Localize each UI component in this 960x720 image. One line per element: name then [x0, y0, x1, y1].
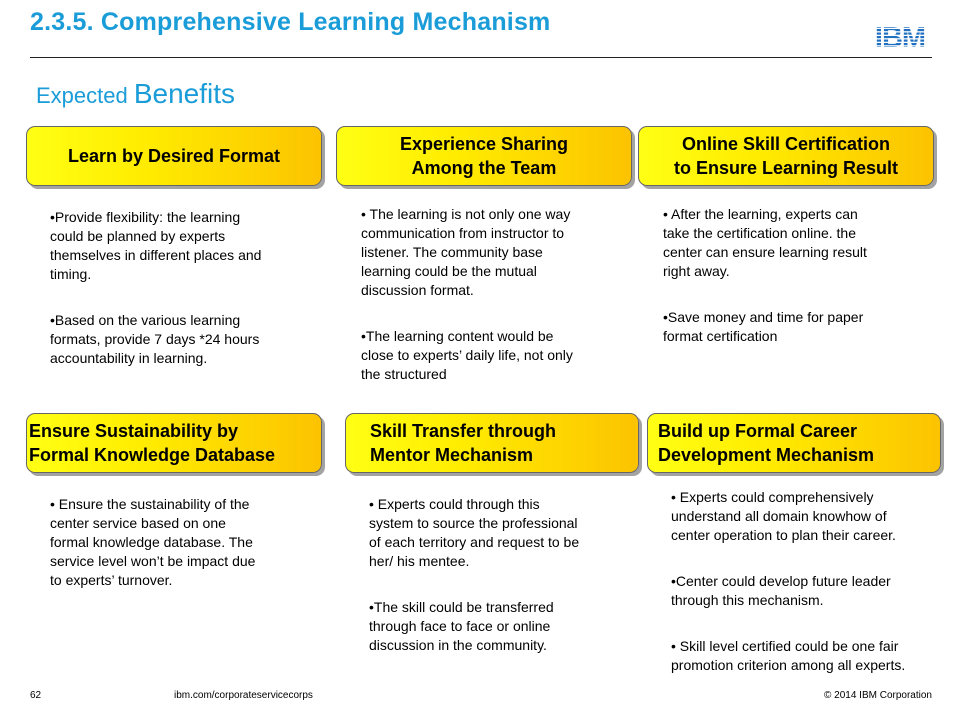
slide-title: 2.3.5. Comprehensive Learning Mechanism [30, 8, 551, 36]
bullet-item: • After the learning, experts can take t… [663, 205, 867, 281]
ibm-logo: IBM [875, 22, 926, 50]
text-line: •Center could develop future leader [671, 573, 891, 589]
card-heading-skill-transfer: Skill Transfer through Mentor Mechanism [345, 413, 639, 473]
card-heading-experience-sharing: Experience Sharing Among the Team [336, 126, 632, 186]
text-line: format certification [663, 328, 778, 344]
bullet-item: • Experts could through this system to s… [369, 495, 579, 571]
subtitle-big: Benefits [133, 78, 236, 109]
text-line: • Experts could comprehensively [671, 489, 874, 505]
card-body-online-certification: • After the learning, experts can take t… [663, 205, 867, 373]
text-line: system to source the professional [369, 515, 578, 531]
card-heading-career-development: Build up Formal Career Development Mechan… [647, 413, 941, 473]
text-line: center operation to plan their career. [671, 527, 896, 543]
card-body-career-development: • Experts could comprehensively understa… [671, 488, 905, 702]
bullet-item: • Ensure the sustainability of the cente… [50, 495, 255, 590]
text-line: • Experts could through this [369, 496, 540, 512]
text-line: promotion criterion among all experts. [671, 657, 906, 673]
text-line: to experts’ turnover. [50, 572, 173, 588]
footer-copyright: © 2014 IBM Corporation [824, 690, 932, 701]
text-line: right away. [663, 263, 730, 279]
bullet-item: • Experts could comprehensively understa… [671, 488, 905, 545]
text-line: learning could be the mutual [361, 263, 537, 279]
card-body-learn-format: •Provide flexibility: the learning could… [50, 208, 261, 395]
heading-line: Learn by Desired Format [67, 146, 281, 166]
text-line: through face to face or online [369, 618, 551, 634]
text-line: through this mechanism. [671, 592, 824, 608]
title-rule [30, 57, 932, 58]
text-line: • Skill level certified could be one fai… [671, 638, 899, 654]
text-line: service level won’t be impact due [50, 553, 256, 569]
bullet-item: •Save money and time for paper format ce… [663, 308, 867, 346]
text-line: discussion format. [361, 282, 474, 298]
text-line: themselves in different places and [50, 247, 262, 263]
heading-line: Mentor Mechanism [370, 445, 534, 465]
text-line: • The learning is not only one way [361, 206, 571, 222]
subtitle-small: Expected [36, 83, 134, 108]
text-line: listener. The community base [361, 244, 543, 260]
text-line: •The skill could be transferred [369, 599, 554, 615]
bullet-item: •The learning content would be close to … [361, 327, 573, 384]
text-line: formats, provide 7 days *24 hours [50, 331, 260, 347]
text-line: center can ensure learning result [663, 244, 867, 260]
bullet-item: •Based on the various learning formats, … [50, 311, 261, 368]
card-body-skill-transfer: • Experts could through this system to s… [369, 495, 579, 682]
text-line: •Save money and time for paper [663, 309, 864, 325]
heading-line: Development Mechanism [658, 445, 875, 465]
bullet-item: •The skill could be transferred through … [369, 598, 579, 655]
card-heading-online-certification: Online Skill Certification to Ensure Lear… [638, 126, 934, 186]
text-line: of each territory and request to be [369, 534, 580, 550]
heading-line: Build up Formal Career [658, 421, 858, 441]
text-line: •The learning content would be [361, 328, 554, 344]
text-line: • After the learning, experts can [663, 206, 858, 222]
bullet-item: • The learning is not only one way commu… [361, 205, 573, 300]
text-line: •Based on the various learning [50, 312, 241, 328]
text-line: • Ensure the sustainability of the [50, 496, 250, 512]
heading-line: Online Skill Certification [681, 134, 891, 154]
text-line: close to experts’ daily life, not only [361, 347, 573, 363]
card-body-experience-sharing: • The learning is not only one way commu… [361, 205, 573, 411]
text-line: understand all domain knowhow of [671, 508, 887, 524]
card-heading-sustainability: Ensure Sustainability by Formal Knowledge… [26, 413, 322, 473]
text-line: accountability in learning. [50, 350, 208, 366]
text-line: discussion in the community. [369, 637, 547, 653]
bullet-item: •Provide flexibility: the learning could… [50, 208, 261, 284]
text-line: timing. [50, 266, 92, 282]
text-line: could be planned by experts [50, 228, 226, 244]
text-line: her/ his mentee. [369, 553, 470, 569]
heading-line: Among the Team [411, 158, 557, 178]
svg-text:IBM: IBM [875, 22, 925, 50]
heading-line: Skill Transfer through [370, 421, 557, 441]
bullet-item: • Skill level certified could be one fai… [671, 637, 905, 675]
section-subtitle: Expected Benefits [36, 78, 235, 110]
text-line: center service based on one [50, 515, 226, 531]
footer-url: ibm.com/corporateservicecorps [174, 690, 313, 701]
card-body-sustainability: • Ensure the sustainability of the cente… [50, 495, 255, 617]
page-number: 62 [30, 690, 42, 701]
heading-line: Ensure Sustainability by [29, 421, 239, 441]
card-heading-learn-format: Learn by Desired Format [26, 126, 322, 186]
text-line: take the certification online. the [663, 225, 857, 241]
heading-line: to Ensure Learning Result [673, 158, 899, 178]
text-line: formal knowledge database. The [50, 534, 253, 550]
heading-line: Formal Knowledge Database [29, 445, 276, 465]
text-line: the structured [361, 366, 447, 382]
text-line: •Provide flexibility: the learning [50, 209, 241, 225]
text-line: communication from instructor to [361, 225, 565, 241]
heading-line: Experience Sharing [399, 134, 569, 154]
bullet-item: •Center could develop future leader thro… [671, 572, 905, 610]
